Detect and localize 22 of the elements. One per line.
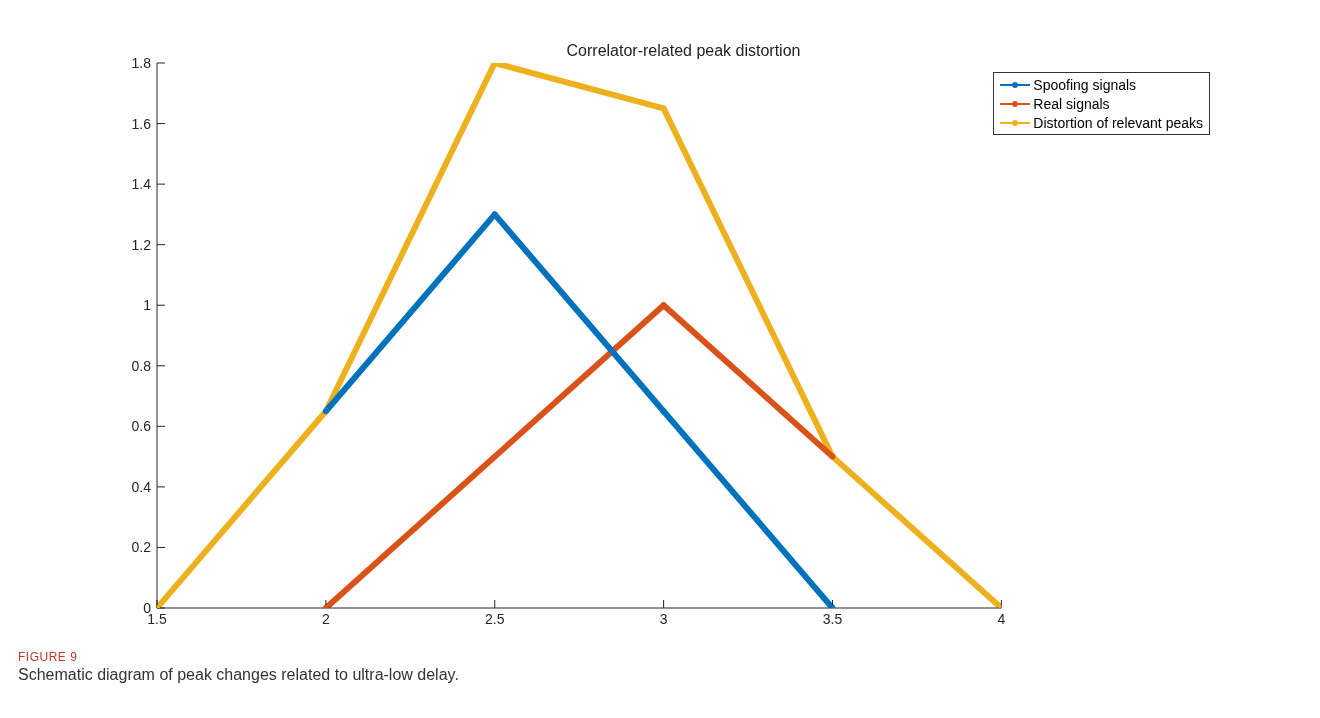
y-tick-label: 1.4 xyxy=(131,176,152,193)
x-tick-label: 2 xyxy=(321,610,330,627)
legend-label: Real signals xyxy=(1033,95,1110,112)
y-tick-label: 0.6 xyxy=(131,418,152,435)
y-tick-label: 1 xyxy=(143,297,152,314)
y-tick-label: 0 xyxy=(143,599,152,616)
x-tick-label: 2.5 xyxy=(485,610,505,627)
x-tick-label: 3 xyxy=(659,610,668,627)
y-tick-label: 0.2 xyxy=(131,539,152,556)
point xyxy=(660,408,667,415)
y-tick-label: 0.4 xyxy=(131,478,152,495)
legend-label: Spoofing signals xyxy=(1033,76,1137,93)
text: Schematic diagram of peak changes related to ultra-low delay. xyxy=(18,666,460,684)
legend-label: Distortion of relevant peaks xyxy=(1033,114,1203,131)
x-tick-label: 4 xyxy=(997,610,1006,627)
y-tick-label: 0.8 xyxy=(131,357,152,374)
y-tick-label: 1.8 xyxy=(131,54,152,71)
chart-title: Correlator-related peak distortion xyxy=(565,42,802,60)
x-tick-label: 3.5 xyxy=(822,610,843,627)
y-tick-label: 1.2 xyxy=(131,236,152,253)
caption: FIGURE 9 xyxy=(18,650,79,664)
y-tick-label: 1.6 xyxy=(131,115,152,132)
